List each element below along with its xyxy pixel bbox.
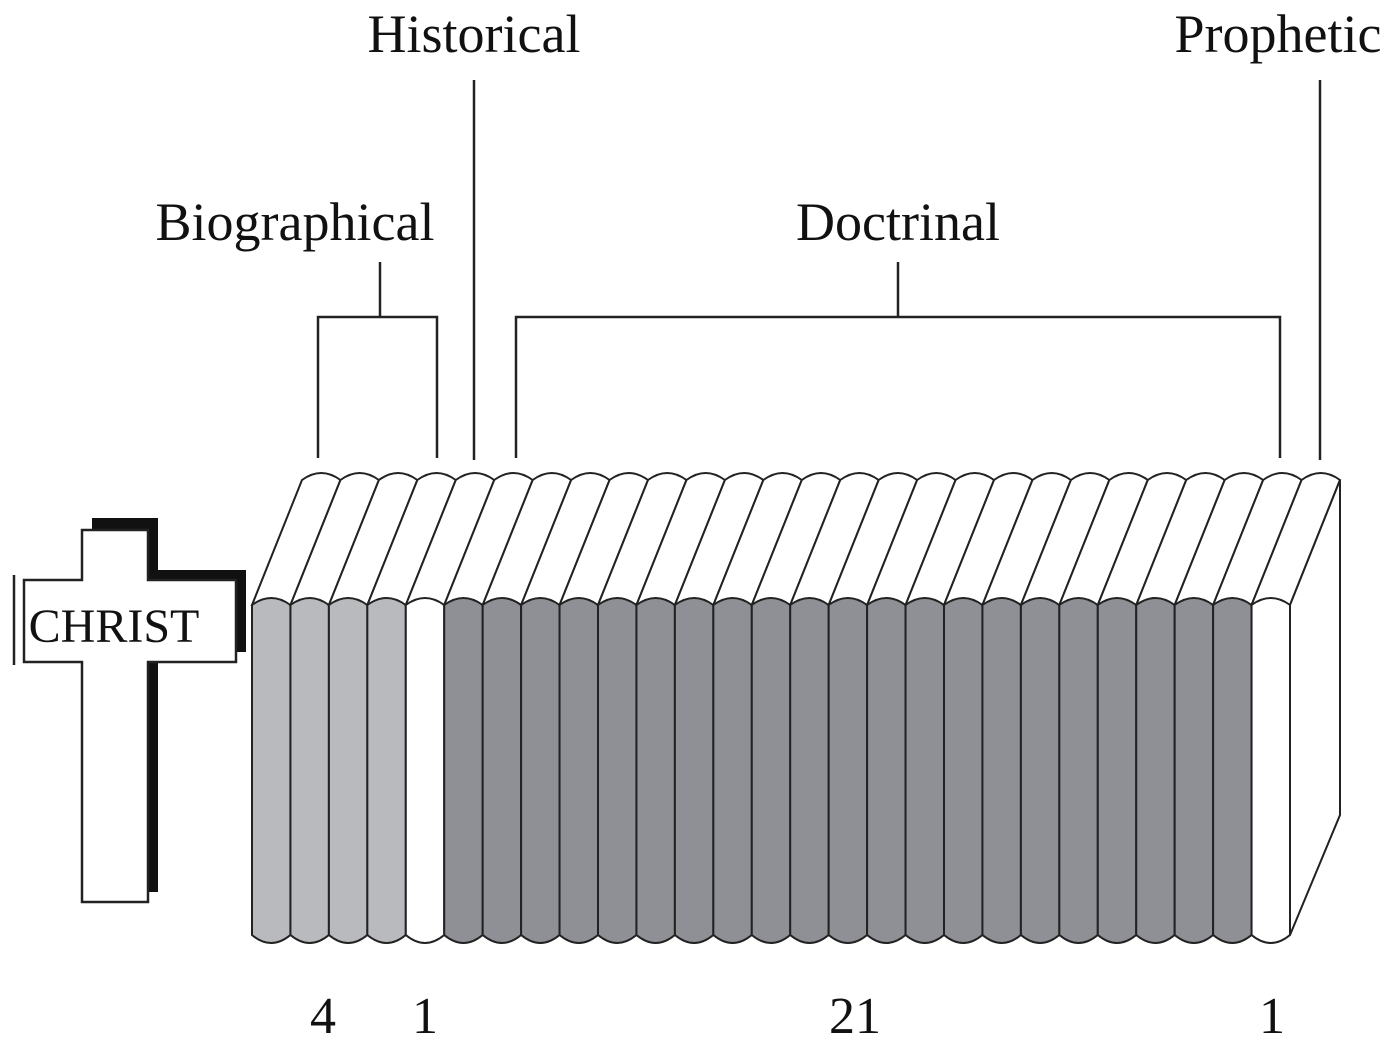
book-spine (520, 597, 561, 944)
group-label: Historical (368, 4, 581, 64)
book-spine (443, 597, 484, 944)
group-count: 21 (829, 988, 881, 1039)
book-spine (981, 597, 1022, 944)
book-spine (904, 597, 945, 944)
book-side (1289, 479, 1341, 936)
group-count: 1 (1259, 988, 1285, 1039)
book-spine (712, 597, 753, 944)
book-spine (1019, 597, 1061, 944)
book-spine (366, 597, 407, 944)
book-spine (673, 597, 715, 944)
cross-label: CHRIST (29, 600, 200, 653)
books (250, 472, 1342, 944)
book-spine (1135, 597, 1176, 944)
bracket (316, 262, 439, 458)
cross-shape (22, 528, 238, 904)
book-spine (943, 597, 984, 944)
book-spine (1058, 597, 1099, 944)
book-spine (827, 597, 869, 944)
book-spine (1212, 597, 1253, 944)
cross: CHRIST (12, 518, 246, 904)
group-label: Biographical (156, 192, 435, 252)
group-count: 1 (412, 988, 438, 1039)
book-spine (404, 597, 446, 944)
book-spine (750, 597, 792, 944)
book-spine (558, 597, 599, 944)
book-spine (1096, 597, 1138, 944)
book-spine (327, 597, 369, 944)
group-count: 4 (310, 988, 336, 1039)
book-spine (1173, 597, 1215, 944)
bracket (514, 262, 1282, 458)
book-spine (1250, 597, 1291, 944)
book-spine (289, 597, 330, 944)
book-spine (866, 597, 907, 944)
group-label: Doctrinal (796, 192, 1000, 252)
book-spine (481, 597, 523, 944)
book-spine (251, 597, 292, 944)
group-label: Prophetic (1175, 4, 1382, 64)
book-spine (635, 597, 676, 944)
book-spine (789, 597, 830, 944)
book-spine (597, 597, 638, 944)
